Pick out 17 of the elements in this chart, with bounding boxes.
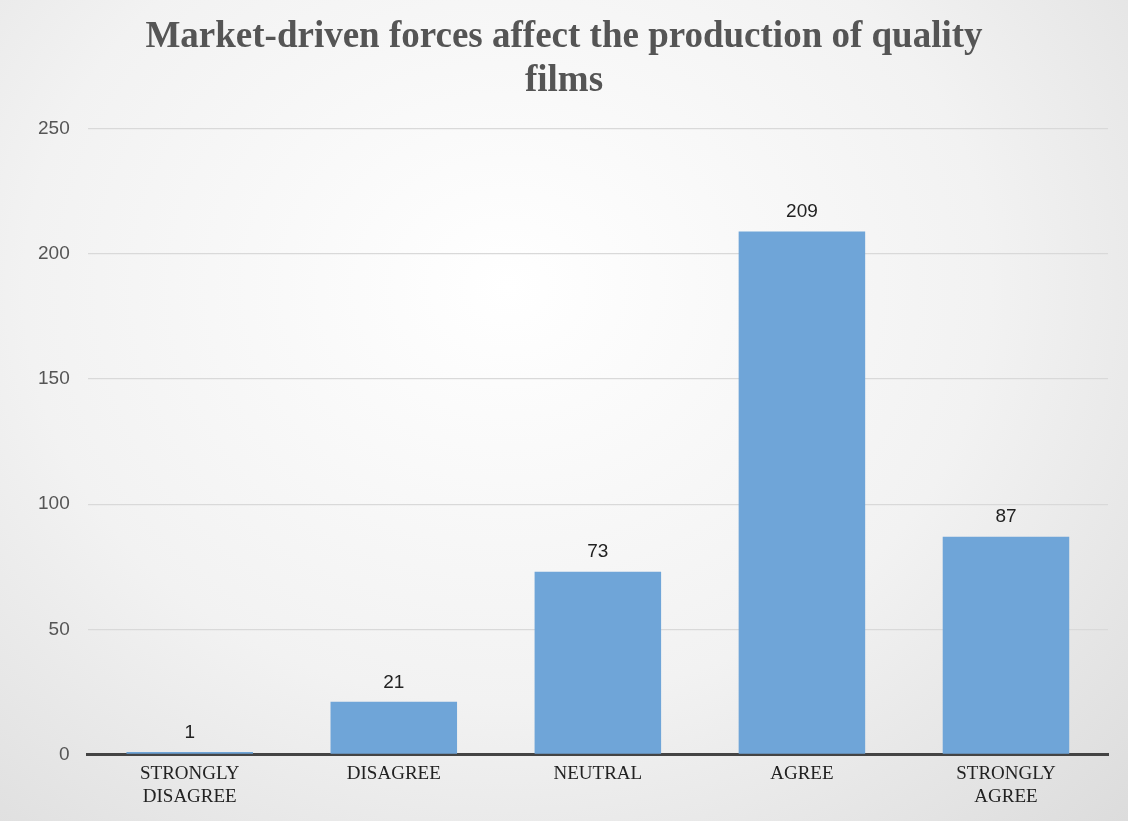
y-tick-label: 150: [38, 367, 70, 389]
x-tick-label: STRONGLY DISAGREE: [140, 761, 240, 806]
y-tick-label: 50: [48, 617, 70, 639]
x-tick-label: NEUTRAL: [553, 761, 643, 783]
x-tick-label: STRONGLY AGREE: [956, 761, 1056, 806]
data-label: 21: [383, 670, 405, 692]
x-tick-label: AGREE: [770, 761, 834, 783]
x-tick-label: DISAGREE: [346, 761, 441, 783]
y-tick-label: 200: [38, 242, 70, 264]
data-label: 73: [587, 540, 609, 562]
data-label: 87: [995, 505, 1017, 527]
data-label: 209: [786, 200, 818, 222]
chart-title: Market-driven forces affect the production of quality films: [145, 13, 984, 100]
y-tick-label: 100: [38, 492, 70, 514]
y-tick-label: 250: [38, 117, 70, 139]
data-label: 1: [184, 720, 196, 742]
y-tick-label: 0: [59, 742, 70, 764]
